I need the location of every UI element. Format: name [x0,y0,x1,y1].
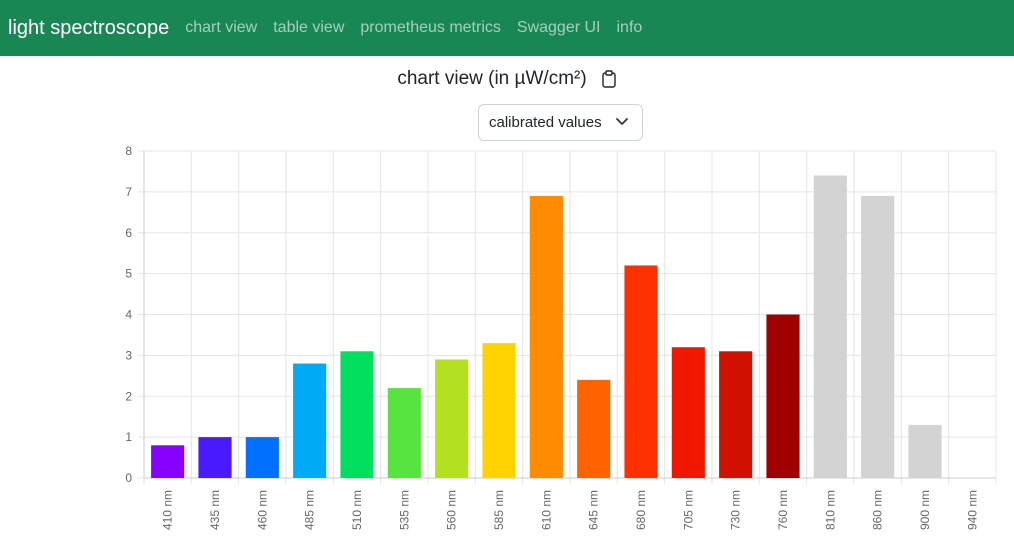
navbar: light spectroscope chart view table view… [0,0,1014,56]
x-tick-label: 510 nm [350,490,364,530]
x-tick-label: 900 nm [918,490,932,530]
x-tick-label: 680 nm [634,490,648,530]
x-tick-label: 810 nm [823,490,837,530]
nav-table-view[interactable]: table view [273,19,345,36]
title-row: chart view (in µW/cm²) [0,64,1014,94]
x-tick-label: 410 nm [161,490,175,530]
bar[interactable] [245,437,279,478]
x-tick-label: 860 nm [871,490,885,530]
x-tick-label: 435 nm [208,490,222,530]
x-tick-label: 705 nm [681,490,695,530]
bar[interactable] [387,388,421,478]
bar[interactable] [624,265,658,478]
y-tick-label: 3 [125,348,132,362]
bar[interactable] [719,351,753,478]
x-tick-label: 560 nm [445,490,459,530]
y-tick-label: 1 [125,430,132,444]
bar[interactable] [198,437,232,478]
bar[interactable] [293,363,327,478]
bar[interactable] [766,314,800,479]
nav-chart-view[interactable]: chart view [185,19,258,36]
nav-swagger-ui[interactable]: Swagger UI [516,19,601,36]
bar[interactable] [671,347,705,478]
y-tick-label: 8 [125,144,132,158]
bar[interactable] [435,359,469,478]
nav-info[interactable]: info [616,19,643,36]
select-value: calibrated values [489,114,602,131]
x-tick-label: 535 nm [397,490,411,530]
x-tick-label: 610 nm [539,490,553,530]
brand-link[interactable]: light spectroscope [8,16,170,39]
values-select[interactable]: calibrated values [478,104,643,141]
x-tick-label: 645 nm [587,490,601,530]
y-tick-label: 6 [125,226,132,240]
bar[interactable] [482,343,516,478]
x-tick-label: 585 nm [492,490,506,530]
y-tick-label: 4 [125,308,132,322]
y-tick-label: 2 [125,389,132,403]
y-tick-label: 5 [125,267,132,281]
y-tick-label: 0 [125,471,132,485]
x-tick-label: 760 nm [776,490,790,530]
page-title: chart view (in µW/cm²) [397,68,587,89]
bar[interactable] [529,195,563,478]
bar[interactable] [908,424,942,478]
chevron-down-icon [616,118,628,125]
clipboard-icon[interactable] [601,70,617,88]
y-tick-label: 7 [125,185,132,199]
x-tick-label: 730 nm [729,490,743,530]
bar[interactable] [151,445,185,478]
x-tick-label: 460 nm [255,490,269,530]
spectrum-bar-chart: 0 1 2 3 4 5 6 7 8 410 nm 435 nm 460 nm 485 nm 510 nm 5… [125,144,997,530]
x-tick-label: 940 nm [965,490,979,530]
bar[interactable] [340,351,374,478]
bar[interactable] [813,175,847,478]
bar[interactable] [577,379,611,478]
bar[interactable] [861,195,895,478]
x-tick-label: 485 nm [303,490,317,530]
nav-prometheus-metrics[interactable]: prometheus metrics [360,19,501,36]
